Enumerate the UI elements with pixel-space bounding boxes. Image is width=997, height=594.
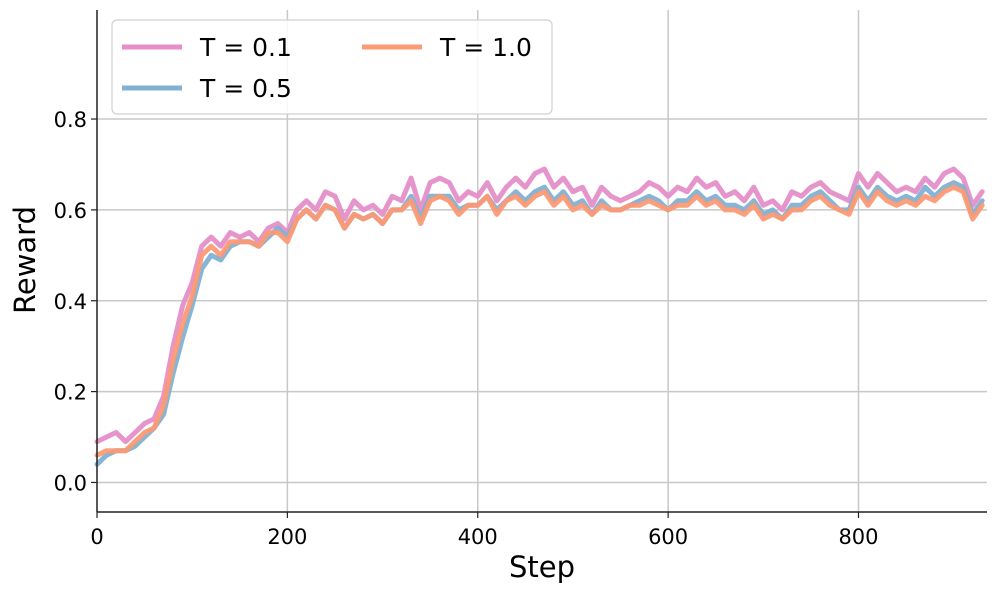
x-axis-title: Step xyxy=(509,550,575,584)
y-tick-label-0: 0.0 xyxy=(54,471,87,495)
y-tick-label-3: 0.6 xyxy=(54,199,87,223)
legend-box xyxy=(111,19,553,115)
y-axis-ticks: 0.0 0.2 0.4 0.6 0.8 xyxy=(54,108,97,495)
legend: T = 0.1 T = 0.5 T = 1.0 xyxy=(111,19,553,115)
x-tick-label-4: 800 xyxy=(838,525,878,549)
y-tick-label-4: 0.8 xyxy=(54,108,87,132)
series-line-1 xyxy=(94,180,985,467)
series-line-0 xyxy=(94,166,985,445)
series-line-2 xyxy=(94,184,985,458)
x-tick-label-2: 400 xyxy=(458,525,498,549)
y-axis-title: Reward xyxy=(8,206,42,314)
y-tick-label-2: 0.4 xyxy=(54,290,87,314)
series-lines xyxy=(94,166,985,467)
x-tick-label-3: 600 xyxy=(648,525,688,549)
legend-label-1: T = 0.5 xyxy=(199,74,292,103)
legend-label-0: T = 0.1 xyxy=(199,33,292,62)
legend-label-2: T = 1.0 xyxy=(439,33,532,62)
x-axis-ticks: 0 200 400 600 800 xyxy=(90,512,879,549)
y-tick-label-1: 0.2 xyxy=(54,381,87,405)
x-tick-label-1: 200 xyxy=(267,525,307,549)
axes xyxy=(96,10,987,513)
x-tick-label-0: 0 xyxy=(90,525,103,549)
